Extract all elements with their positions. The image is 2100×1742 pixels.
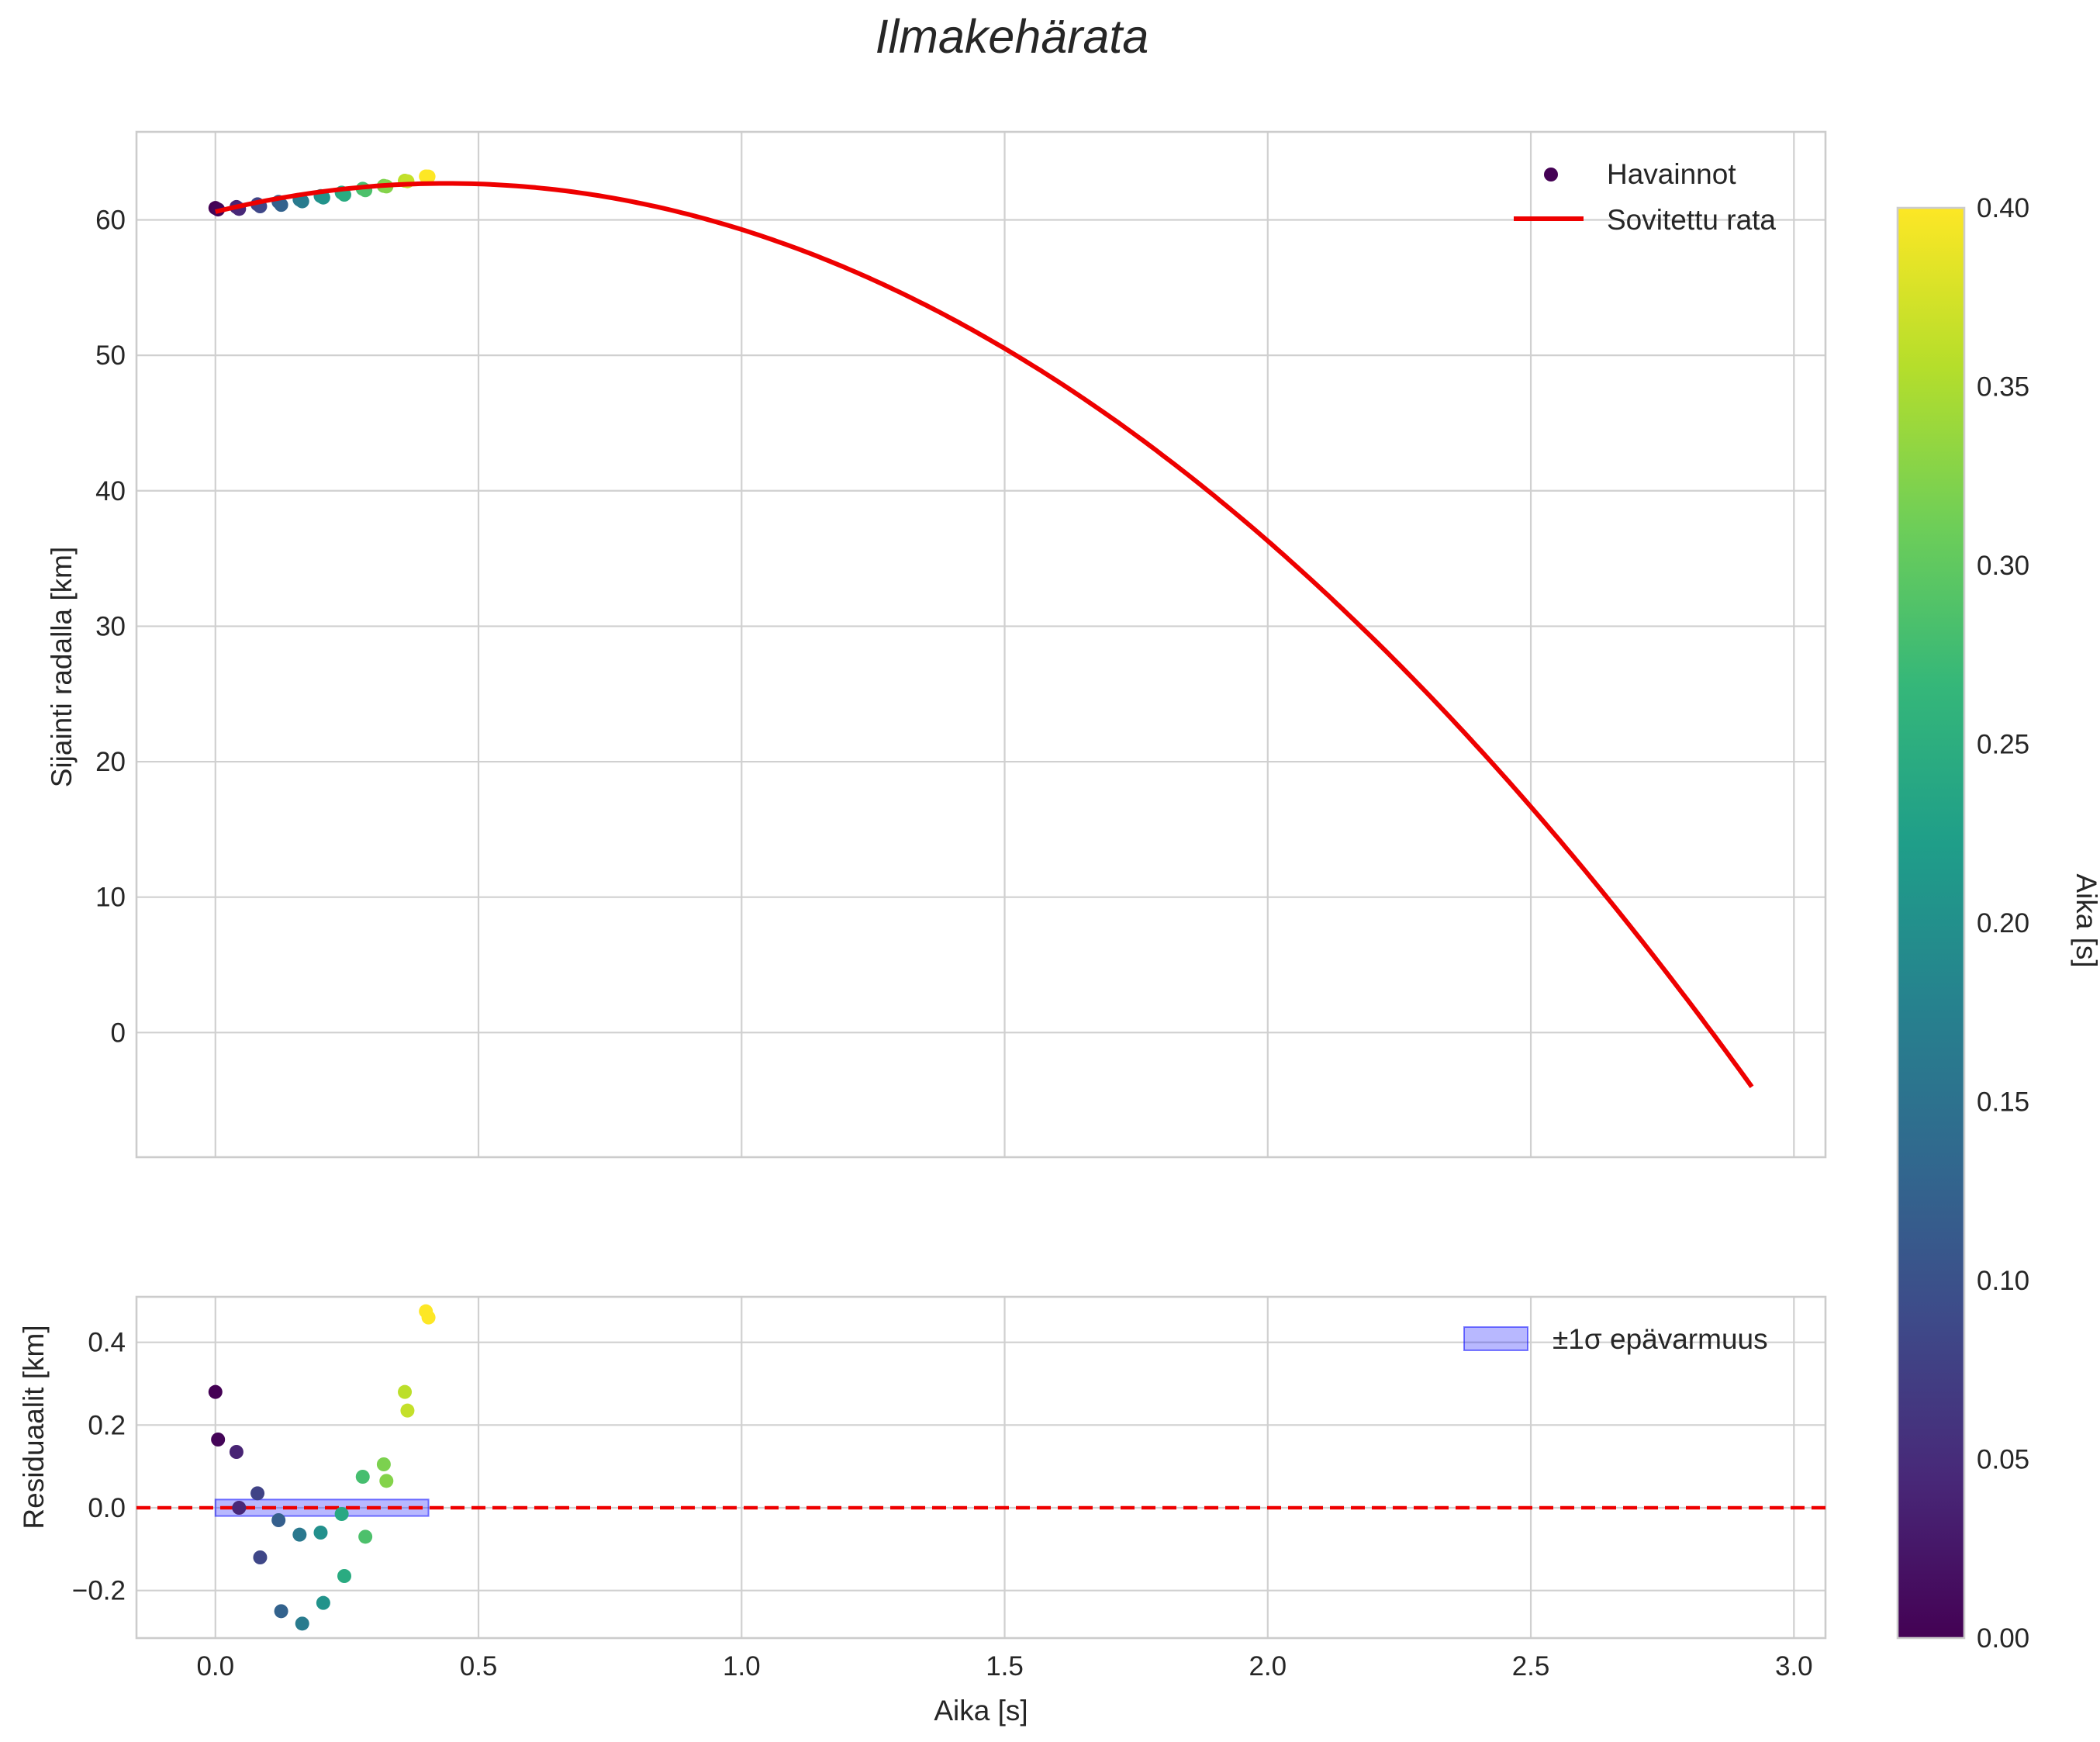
observation-point xyxy=(274,198,288,213)
x-tick-label: 2.5 xyxy=(1512,1651,1550,1682)
main-legend: Havainnot Sovitettu rata xyxy=(1514,158,1776,236)
residual-point xyxy=(295,1616,309,1631)
x-tick-label: 2.0 xyxy=(1249,1651,1287,1682)
residual-point xyxy=(313,1526,328,1540)
residual-point xyxy=(292,1527,307,1542)
residual-point xyxy=(355,1470,370,1484)
colorbar-tick-label: 0.40 xyxy=(1977,193,2029,223)
legend-fit-label: Sovitettu rata xyxy=(1607,204,1776,236)
y-tick-label: 0.2 xyxy=(88,1410,126,1440)
legend-band-swatch xyxy=(1463,1326,1528,1351)
residual-point xyxy=(211,1433,226,1446)
observation-point xyxy=(295,194,309,209)
x-tick-label: 0.0 xyxy=(196,1651,234,1682)
axes-frame xyxy=(135,1295,1827,1640)
residual-point xyxy=(208,1384,223,1399)
colorbar-tick-label: 0.30 xyxy=(1977,551,2029,581)
residual-point xyxy=(229,1445,244,1459)
axes-frame xyxy=(135,130,1827,1159)
y-tick-label: 60 xyxy=(95,206,126,236)
main-y-axis-label: Sijainti radalla [km] xyxy=(46,547,78,788)
residual-point xyxy=(400,1403,415,1418)
x-tick-label: 0.5 xyxy=(460,1651,498,1682)
residual-point xyxy=(250,1486,265,1501)
uncertainty-band xyxy=(214,1498,430,1517)
residual-point xyxy=(274,1604,288,1619)
y-tick-label: 40 xyxy=(95,476,126,506)
x-tick-label: 1.5 xyxy=(986,1651,1024,1682)
residual-point xyxy=(232,1501,247,1515)
colorbar-tick-label: 0.00 xyxy=(1977,1623,2029,1654)
y-tick-label: 0.4 xyxy=(88,1328,126,1358)
y-tick-label: −0.2 xyxy=(72,1576,126,1606)
main-axes: 0 10 20 30 40 50 60 xyxy=(95,130,1827,1159)
legend-observations-label: Havainnot xyxy=(1607,158,1736,190)
y-tick-label: 10 xyxy=(95,883,126,913)
residual-point xyxy=(334,1507,349,1521)
residual-point xyxy=(376,1457,391,1471)
x-tick-label: 3.0 xyxy=(1775,1651,1813,1682)
residual-point xyxy=(271,1513,286,1527)
residual-point xyxy=(358,1529,373,1544)
fit-curve xyxy=(215,181,1754,1088)
y-tick-label: 20 xyxy=(95,747,126,777)
x-tick-label: 1.0 xyxy=(723,1651,761,1682)
residual-y-axis-label: Residuaalit [km] xyxy=(18,1325,50,1529)
residual-axes: −0.2 0.0 0.2 0.4 0.0 0.5 1.0 1.5 2.0 2.5 3.0 xyxy=(72,1295,1827,1682)
legend-band-label: ±1σ epävarmuus xyxy=(1553,1323,1768,1355)
colorbar-tick-label: 0.25 xyxy=(1977,730,2029,760)
residual-point xyxy=(398,1384,413,1399)
x-axis-label: Aika [s] xyxy=(934,1695,1028,1726)
colorbar-tick-label: 0.15 xyxy=(1977,1087,2029,1118)
main-plot-area xyxy=(208,169,1754,1088)
colorbar-tick-label: 0.20 xyxy=(1977,908,2029,938)
residual-point xyxy=(337,1569,352,1583)
legend-observations-marker xyxy=(1544,168,1558,181)
colorbar-tick-label: 0.10 xyxy=(1977,1266,2029,1296)
residual-point xyxy=(379,1474,394,1488)
observation-point xyxy=(421,169,436,184)
colorbar-gradient xyxy=(1896,206,1966,1640)
y-tick-label: 0.0 xyxy=(88,1493,126,1523)
residual-plot-area xyxy=(136,1304,1825,1631)
y-tick-label: 30 xyxy=(95,611,126,641)
colorbar-label: Aika [s] xyxy=(2071,873,2100,967)
residual-point xyxy=(316,1595,330,1610)
chart-title: Ilmakehärata xyxy=(876,10,1149,63)
colorbar-tick-label: 0.35 xyxy=(1977,372,2029,403)
residual-point xyxy=(253,1550,268,1564)
residual-legend: ±1σ epävarmuus xyxy=(1463,1323,1768,1355)
y-tick-label: 0 xyxy=(111,1018,126,1048)
y-tick-label: 50 xyxy=(95,340,126,371)
colorbar: 0.00 0.05 0.10 0.15 0.20 0.25 0.30 0.35 0.40 xyxy=(1896,193,2029,1654)
colorbar-tick-label: 0.05 xyxy=(1977,1445,2029,1475)
residual-point xyxy=(421,1310,436,1325)
